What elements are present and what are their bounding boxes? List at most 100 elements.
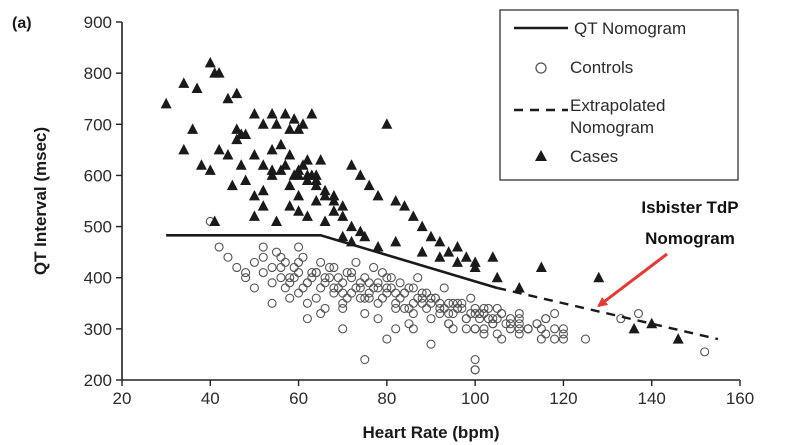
control-point xyxy=(391,303,401,313)
case-point xyxy=(451,241,463,252)
control-point xyxy=(302,298,312,308)
case-point xyxy=(293,205,305,216)
control-point xyxy=(294,242,304,252)
control-point xyxy=(461,324,471,334)
extrapolated-nomogram-line xyxy=(496,286,719,341)
case-point xyxy=(346,220,358,232)
control-point xyxy=(324,262,335,273)
case-point xyxy=(487,251,499,262)
control-point xyxy=(391,298,401,308)
control-point xyxy=(435,308,445,319)
case-point xyxy=(279,159,291,170)
case-point xyxy=(213,143,225,155)
control-point xyxy=(364,293,374,303)
legend-controls-marker xyxy=(535,62,547,74)
control-point xyxy=(364,278,374,288)
control-point xyxy=(316,308,326,319)
x-tick-label: 120 xyxy=(549,389,577,408)
control-point xyxy=(399,288,410,298)
case-point xyxy=(381,118,393,129)
control-point xyxy=(333,273,343,283)
control-point xyxy=(452,303,463,313)
control-point xyxy=(470,324,480,334)
control-point xyxy=(536,324,546,334)
control-point xyxy=(249,257,259,267)
annotation-line2: Nomogram xyxy=(645,229,735,248)
control-point xyxy=(382,334,392,344)
control-point xyxy=(501,319,511,329)
case-point xyxy=(271,215,282,226)
control-point xyxy=(360,293,370,303)
control-point xyxy=(373,283,383,293)
control-point xyxy=(448,298,458,308)
control-point xyxy=(404,283,414,293)
case-point xyxy=(354,225,366,237)
control-point xyxy=(346,288,357,298)
case-point xyxy=(222,92,234,104)
control-point xyxy=(408,308,418,319)
case-point xyxy=(310,195,322,206)
legend-controls-label: Controls xyxy=(570,58,633,77)
case-point xyxy=(266,143,278,155)
case-point xyxy=(226,179,238,191)
case-point xyxy=(266,108,278,119)
control-point xyxy=(329,262,339,273)
case-point xyxy=(288,113,300,124)
case-point xyxy=(284,123,296,134)
control-point xyxy=(351,257,361,267)
case-point xyxy=(284,200,296,211)
control-point xyxy=(364,288,374,298)
control-point xyxy=(382,288,392,298)
control-point xyxy=(475,314,485,324)
legend-box xyxy=(499,9,739,181)
control-point xyxy=(386,273,396,283)
control-point xyxy=(333,283,343,293)
control-point xyxy=(241,268,251,278)
case-point xyxy=(297,118,309,129)
control-point xyxy=(373,298,383,308)
controls-series xyxy=(205,216,710,375)
legend-cases-label: Cases xyxy=(570,147,618,166)
control-point xyxy=(514,329,524,339)
y-tick-label: 700 xyxy=(84,115,112,134)
control-point xyxy=(338,298,348,308)
case-point xyxy=(354,169,366,180)
case-point xyxy=(416,220,428,232)
x-tick-label: 160 xyxy=(726,389,754,408)
control-point xyxy=(426,293,436,303)
control-point xyxy=(342,268,352,278)
case-point xyxy=(284,179,296,191)
case-point xyxy=(315,154,327,165)
case-point xyxy=(279,108,291,119)
case-point xyxy=(372,241,384,252)
control-point xyxy=(346,268,357,278)
isbister-annotation: Isbister TdP Nomogram xyxy=(597,198,739,308)
control-point xyxy=(479,329,489,339)
case-point xyxy=(248,108,260,119)
control-point xyxy=(422,303,432,313)
control-point xyxy=(448,324,458,334)
control-point xyxy=(444,308,454,319)
control-point xyxy=(550,334,560,344)
case-point xyxy=(491,271,503,283)
control-point xyxy=(514,319,524,329)
control-point xyxy=(360,308,370,319)
control-point xyxy=(404,303,414,313)
case-point xyxy=(337,200,349,211)
control-point xyxy=(505,324,516,334)
control-point xyxy=(426,314,436,324)
control-point xyxy=(470,354,480,365)
control-point xyxy=(294,257,304,267)
control-point xyxy=(448,308,458,319)
y-ticks: 200 300 400 500 600 700 800 900 xyxy=(84,13,122,390)
case-point xyxy=(178,77,190,88)
case-point xyxy=(328,195,340,206)
control-point xyxy=(214,242,224,252)
control-point xyxy=(408,324,418,334)
control-point xyxy=(457,298,467,308)
control-point xyxy=(342,293,352,303)
control-point xyxy=(514,324,524,334)
case-point xyxy=(319,189,331,201)
control-point xyxy=(298,283,308,293)
control-point xyxy=(488,314,498,324)
